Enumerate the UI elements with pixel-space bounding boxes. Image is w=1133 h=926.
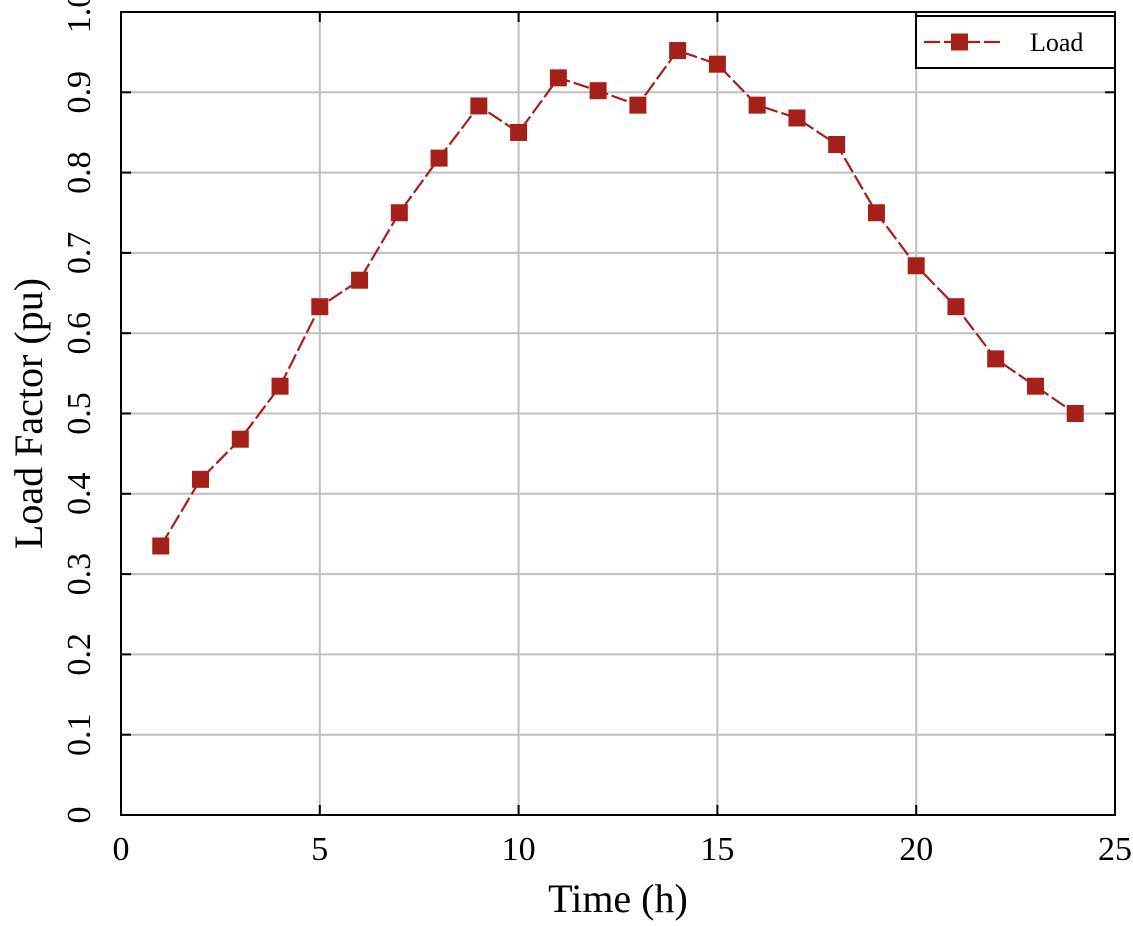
data-point-marker <box>947 298 965 316</box>
data-point-marker <box>708 55 726 73</box>
y-tick-label: 0.6 <box>61 312 98 355</box>
x-axis-ticks: 0 5 10 15 20 25 <box>113 12 1132 868</box>
data-point-marker <box>430 149 448 167</box>
y-tick-label: 0.2 <box>61 633 98 676</box>
data-point-marker <box>1066 405 1084 422</box>
y-axis-title: Load Factor (pu) <box>6 278 51 549</box>
x-tick-label: 15 <box>700 831 734 868</box>
y-axis-ticks: 0 0.1 0.2 0.3 0.4 0.5 0.6 0.7 0.8 0.9 1.0 <box>61 0 1115 824</box>
data-point-marker <box>351 271 369 289</box>
x-axis-title: Time (h) <box>548 876 688 921</box>
data-point-marker <box>390 204 408 222</box>
series-line-load <box>159 49 1076 547</box>
grid <box>121 12 1115 815</box>
x-tick-label: 5 <box>311 831 328 868</box>
data-point-marker <box>152 537 170 555</box>
y-tick-label: 0.1 <box>61 713 98 756</box>
data-point-marker <box>788 109 806 127</box>
data-point-marker <box>470 97 488 115</box>
y-tick-label: 0.9 <box>61 71 98 114</box>
legend: Load <box>915 15 1116 69</box>
x-tick-label: 20 <box>899 831 933 868</box>
data-point-marker <box>192 470 210 488</box>
data-point-marker <box>311 298 329 316</box>
data-point-marker <box>271 377 289 395</box>
data-point-marker <box>987 350 1005 368</box>
x-tick-label: 25 <box>1098 831 1132 868</box>
data-point-marker <box>1026 377 1044 395</box>
y-tick-label: 0.4 <box>61 473 98 516</box>
data-point-marker <box>549 69 567 87</box>
legend-label: Load <box>1030 28 1083 57</box>
data-point-marker <box>589 82 607 100</box>
data-point-marker <box>748 96 766 114</box>
data-point-marker <box>867 204 885 222</box>
series-layer <box>152 42 1084 555</box>
legend-box <box>915 15 1116 69</box>
y-tick-label: 0.3 <box>61 553 98 596</box>
data-point-marker <box>828 135 846 153</box>
x-tick-label: 0 <box>113 831 130 868</box>
data-point-marker <box>231 430 249 448</box>
y-tick-label: 0 <box>61 807 98 824</box>
data-point-marker <box>907 257 925 275</box>
x-tick-label: 10 <box>502 831 536 868</box>
y-tick-label: 0.5 <box>61 392 98 435</box>
data-point-marker <box>669 42 687 60</box>
data-point-marker <box>629 96 647 114</box>
y-tick-label: 0.7 <box>61 232 98 275</box>
data-point-marker <box>510 123 528 141</box>
y-tick-label: 1.0 <box>61 0 98 33</box>
legend-marker-square <box>951 33 968 51</box>
y-tick-label: 0.8 <box>61 151 98 194</box>
